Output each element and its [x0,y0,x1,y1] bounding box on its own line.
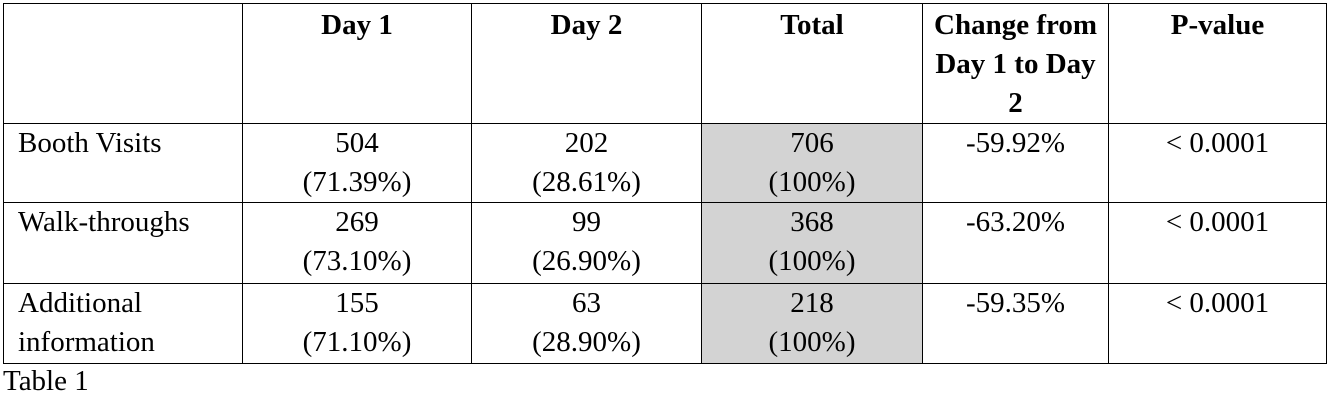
cell: 504 (71.39%) [242,123,472,203]
cell: 706 (100%) [701,123,923,203]
body-row: Additional information 155 (71.10%) 63 (28.9… [3,283,1327,364]
cell: 368 (100%) [701,202,923,284]
cell: < 0.0001 [1108,202,1327,284]
cell-line: -59.92% [965,127,1066,159]
cell: < 0.0001 [1108,123,1327,203]
cell-line: -59.35% [965,287,1066,319]
cell-line: (28.90%) [532,326,641,358]
cell: 269 (73.10%) [242,202,472,284]
cell-line: 368 [790,206,834,238]
cell-line: 504 [335,127,379,159]
header-cell [3,3,243,124]
cell-line: 269 [335,206,379,238]
cell: 99 (26.90%) [471,202,702,284]
cell: -63.20% [922,202,1109,284]
cell: 218 (100%) [701,283,923,364]
header-cell: Change from Day 1 to Day 2 [922,3,1109,124]
cell-line: 218 [790,287,834,319]
cell-line: (26.90%) [532,245,641,277]
cell-line: 706 [790,127,834,159]
body-row: Booth Visits 504 (71.39%) 202 (28.61%) 706 (10… [3,123,1327,203]
cell-line: (28.61%) [532,166,641,198]
cell: 63 (28.90%) [471,283,702,364]
cell-line: < 0.0001 [1165,287,1270,319]
cell: -59.35% [922,283,1109,364]
cell-line: < 0.0001 [1165,206,1270,238]
cell: 202 (28.61%) [471,123,702,203]
cell-line: (71.10%) [302,326,412,358]
header-row: Day 1 Day 2 Total Change from Day 1 to Day … [3,3,1327,124]
data-table: Day 1 Day 2 Total Change from Day 1 to Day … [3,3,1327,364]
row-label: Walk-throughs [3,202,243,284]
cell-line: 99 [572,206,601,238]
body-row: Walk-throughs 269 (73.10%) 99 (26.90%) 368 (10… [3,202,1327,284]
cell: 155 (71.10%) [242,283,472,364]
cell: -59.92% [922,123,1109,203]
header-cell: Day 2 [471,3,702,124]
header-cell: Day 1 [242,3,472,124]
cell-line: -63.20% [965,206,1066,238]
caption: Table 1 [3,365,89,397]
cell-line: (73.10%) [302,245,412,277]
cell-line: 202 [564,127,609,159]
cell-line: < 0.0001 [1165,127,1270,159]
row-label: Booth Visits [3,123,243,203]
cell: < 0.0001 [1108,283,1327,364]
cell-line: (100%) [768,166,856,198]
cell-line: (100%) [768,245,856,277]
table-wrap: Day 1 Day 2 Total Change from Day 1 to Day … [3,3,1327,364]
header-cell: P-value [1108,3,1327,124]
cell-line: (71.39%) [302,166,412,198]
cell-line: 155 [335,287,379,319]
row-label: Additional information [3,283,243,364]
header-cell: Total [701,3,923,124]
cell-line: (100%) [768,326,856,358]
cell-line: 63 [572,287,601,319]
